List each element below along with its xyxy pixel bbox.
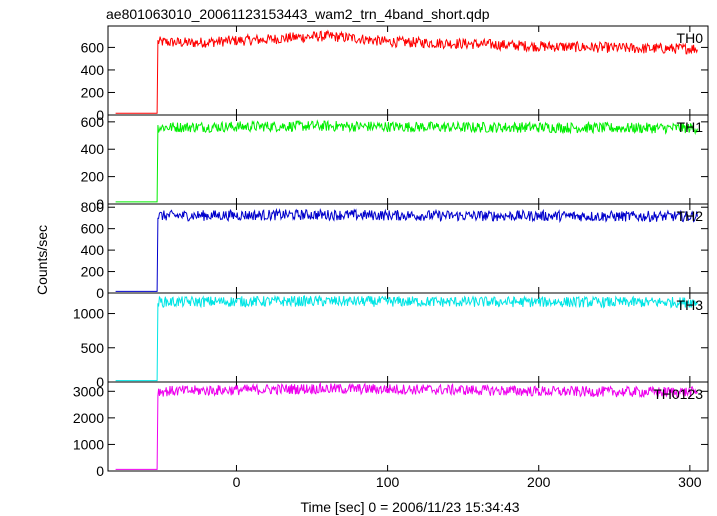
y-tick-label-TH0123-3000: 3000 xyxy=(73,383,104,399)
y-tick-label-TH2-400: 400 xyxy=(81,242,105,258)
series-line-TH0123 xyxy=(115,381,698,470)
y-tick-label-TH0-0: 0 xyxy=(96,107,104,123)
series-line-TH0 xyxy=(115,29,698,114)
y-tick-label-TH2-600: 600 xyxy=(81,221,105,237)
y-tick-label-TH0-600: 600 xyxy=(81,39,105,55)
panel-frame-TH0123 xyxy=(107,381,709,472)
y-tick-label-TH3-1000: 1000 xyxy=(73,306,104,322)
series-line-TH1 xyxy=(115,119,698,203)
panel-label-TH0123: TH0123 xyxy=(653,386,703,402)
chart-title: ae801063010_20061123153443_wam2_trn_4ban… xyxy=(106,6,490,22)
y-tick-label-TH1-0: 0 xyxy=(96,196,104,212)
panel-label-TH1: TH1 xyxy=(677,119,704,135)
panel-label-TH3: TH3 xyxy=(677,297,704,313)
y-tick-label-TH0-400: 400 xyxy=(81,62,105,78)
y-tick-label-TH0-200: 200 xyxy=(81,84,105,100)
y-tick-label-TH0123-1000: 1000 xyxy=(73,436,104,452)
panels-group: 0 200 400 600 TH0 0 200 400 600 TH1 0 200 400 600 800 T… xyxy=(73,25,709,490)
panel-label-TH0: TH0 xyxy=(677,30,704,46)
x-tick-label-0: 0 xyxy=(233,474,241,490)
y-tick-label-TH3-500: 500 xyxy=(81,340,105,356)
y-tick-label-TH3-0: 0 xyxy=(96,374,104,390)
x-axis-label: Time [sec] 0 = 2006/11/23 15:34:43 xyxy=(300,499,519,515)
panel-frame-TH0 xyxy=(107,25,709,116)
y-tick-label-TH0123-2000: 2000 xyxy=(73,410,104,426)
panel-frame-TH3 xyxy=(107,292,709,383)
y-tick-label-TH2-0: 0 xyxy=(96,285,104,301)
y-tick-label-TH1-200: 200 xyxy=(81,169,105,185)
panel-label-TH2: TH2 xyxy=(677,208,704,224)
x-tick-label-200: 200 xyxy=(527,474,551,490)
y-tick-label-TH1-400: 400 xyxy=(81,141,105,157)
series-line-TH3 xyxy=(115,294,698,382)
x-tick-label-300: 300 xyxy=(678,474,702,490)
y-axis-label: Counts/sec xyxy=(34,225,50,295)
y-tick-label-TH2-200: 200 xyxy=(81,264,105,280)
series-line-TH2 xyxy=(115,207,698,292)
y-tick-label-TH1-600: 600 xyxy=(81,114,105,130)
x-tick-label-100: 100 xyxy=(376,474,400,490)
y-tick-label-TH0123-0: 0 xyxy=(96,463,104,479)
y-tick-label-TH2-800: 800 xyxy=(81,199,105,215)
